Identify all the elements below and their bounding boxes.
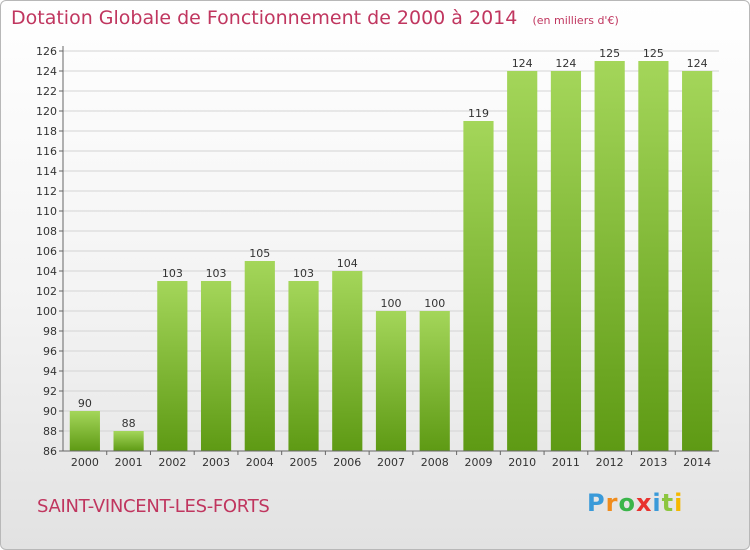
chart-title-text: Dotation Globale de Fonctionnement de 20… [11, 7, 518, 29]
x-tick-label-2006: 2006 [333, 456, 361, 469]
data-label-2002: 103 [162, 267, 183, 280]
y-tick-label: 122 [36, 85, 57, 98]
x-tick-label-2009: 2009 [464, 456, 492, 469]
x-tick-label-2003: 2003 [202, 456, 230, 469]
bar-2013 [638, 61, 669, 451]
logo-letter: i [674, 489, 684, 517]
data-label-2011: 124 [555, 57, 576, 70]
x-tick-label-2012: 2012 [596, 456, 624, 469]
commune-name: SAINT-VINCENT-LES-FORTS [37, 496, 270, 517]
data-label-2014: 124 [687, 57, 708, 70]
y-tick-label: 90 [43, 405, 57, 418]
chart-unit: (en milliers d'€) [532, 14, 619, 27]
data-label-2012: 125 [599, 47, 620, 60]
logo-letter: r [605, 489, 619, 517]
bar-2008 [419, 311, 450, 451]
y-tick-label: 100 [36, 305, 57, 318]
y-tick-label: 94 [43, 365, 57, 378]
data-label-2005: 103 [293, 267, 314, 280]
y-tick-label: 110 [36, 205, 57, 218]
bar-2004 [244, 261, 275, 451]
x-tick-label-2008: 2008 [421, 456, 449, 469]
bar-2003 [200, 281, 232, 451]
data-label-2007: 100 [381, 297, 402, 310]
bar-2007 [375, 311, 407, 451]
y-tick-label: 106 [36, 245, 57, 258]
logo-letter: i [652, 489, 662, 517]
proxiti-logo[interactable]: Proxiti [587, 489, 683, 517]
bar-2010 [507, 71, 538, 451]
data-label-2009: 119 [468, 107, 489, 120]
y-tick-label: 116 [36, 145, 57, 158]
data-labels: 90 88 103 103 105 103 104 100 100 119 124 124 125 125… [78, 47, 708, 430]
bar-2002 [157, 281, 188, 451]
bars [69, 61, 713, 451]
y-tick-label: 104 [36, 265, 57, 278]
y-tick-label: 120 [36, 105, 57, 118]
y-tick-label: 108 [36, 225, 57, 238]
x-tick-label-2014: 2014 [683, 456, 711, 469]
logo-letter: x [635, 489, 653, 517]
data-label-2008: 100 [424, 297, 445, 310]
data-label-2006: 104 [337, 257, 358, 270]
y-tick-label: 102 [36, 285, 57, 298]
x-tick-label-2005: 2005 [290, 456, 318, 469]
y-tick-label: 118 [36, 125, 57, 138]
chart-title: Dotation Globale de Fonctionnement de 20… [11, 7, 619, 29]
x-tick-label-2010: 2010 [508, 456, 536, 469]
bar-2014 [682, 71, 713, 451]
x-tick-label-2002: 2002 [158, 456, 186, 469]
bar-2006 [332, 271, 363, 451]
logo-letter: t [661, 489, 675, 517]
y-tick-label: 126 [36, 45, 57, 58]
x-tick-label-2004: 2004 [246, 456, 274, 469]
bar-2012 [594, 61, 625, 451]
data-label-2003: 103 [206, 267, 227, 280]
bar-2000 [69, 411, 100, 451]
y-tick-label: 88 [43, 425, 57, 438]
data-label-2000: 90 [78, 397, 92, 410]
logo-letter: P [587, 489, 606, 517]
x-tick-label-2000: 2000 [71, 456, 99, 469]
y-tick-label: 112 [36, 185, 57, 198]
x-axis: 2000 2001 2002 2003 2004 2005 2006 2007 2008 2009… [63, 450, 719, 469]
x-tick-label-2013: 2013 [639, 456, 667, 469]
y-tick-label: 114 [36, 165, 57, 178]
bar-2005 [288, 281, 319, 451]
y-tick-label: 98 [43, 325, 57, 338]
y-tick-label: 92 [43, 385, 57, 398]
bar-2011 [550, 71, 582, 451]
data-label-2004: 105 [249, 247, 270, 260]
bar-2001 [113, 431, 144, 451]
y-tick-label: 96 [43, 345, 57, 358]
data-label-2010: 124 [512, 57, 533, 70]
data-label-2013: 125 [643, 47, 664, 60]
x-tick-label-2011: 2011 [552, 456, 580, 469]
y-tick-label: 124 [36, 65, 57, 78]
y-axis: 86 88 90 92 94 96 98 100 102 104 106 108 110 112 114 11… [36, 45, 64, 458]
x-tick-label-2007: 2007 [377, 456, 405, 469]
y-tick-label: 86 [43, 445, 57, 458]
logo-letter: o [618, 489, 636, 517]
data-label-2001: 88 [122, 417, 136, 430]
bar-2009 [463, 121, 494, 451]
x-tick-label-2001: 2001 [115, 456, 143, 469]
